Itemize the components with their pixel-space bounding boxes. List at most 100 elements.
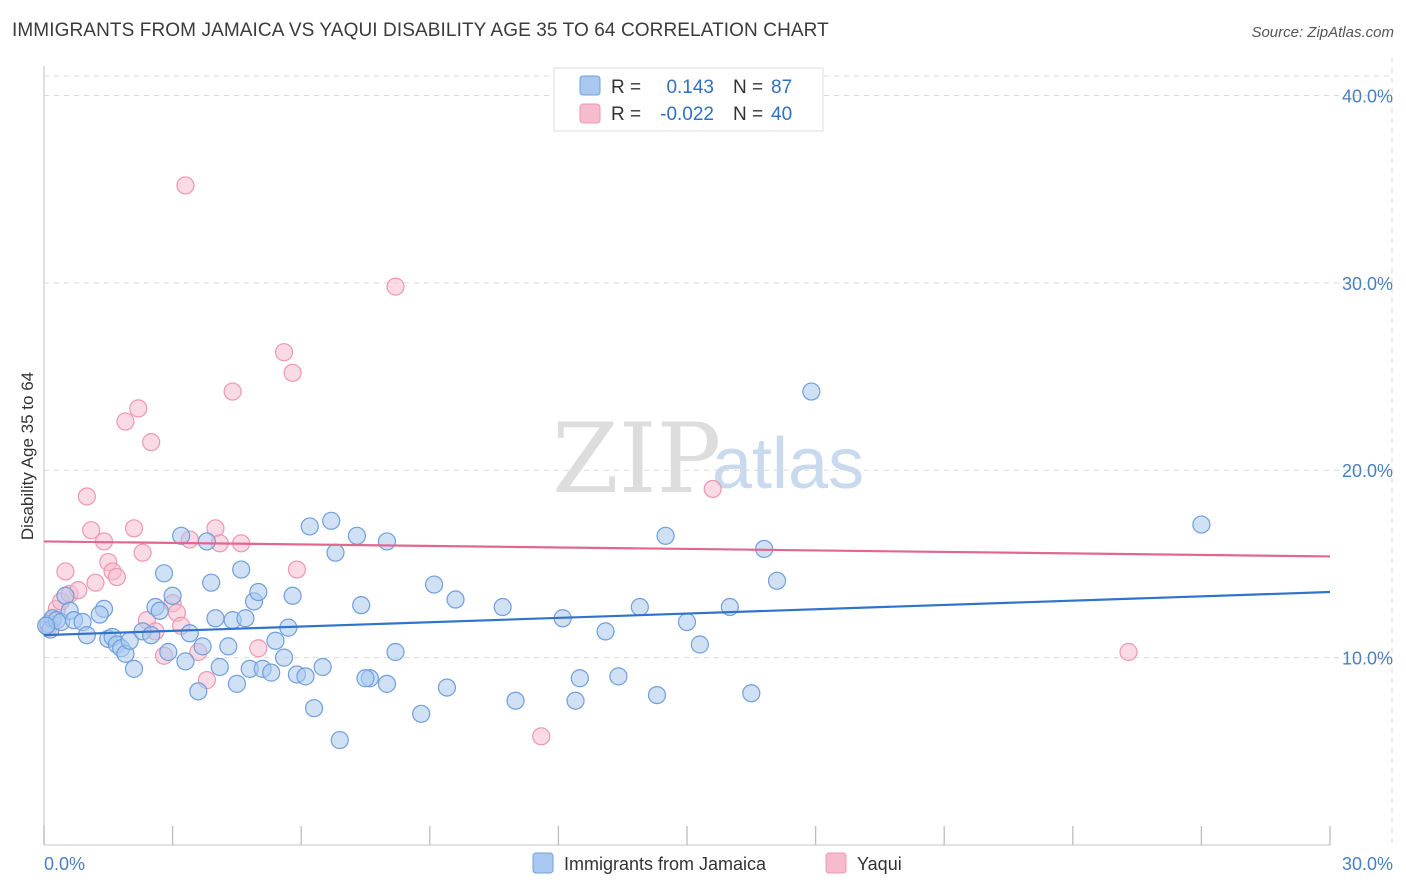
yaqui-point — [274, 343, 294, 362]
y-tick-label: 10.0% — [1342, 649, 1393, 669]
jamaica-point — [347, 526, 367, 545]
jamaica-point — [274, 648, 294, 667]
series-legend-label-jamaica: Immigrants from Jamaica — [564, 854, 767, 874]
legend-n-value-jamaica: 87 — [771, 77, 792, 98]
jamaica-point — [154, 564, 174, 583]
jamaica-point — [197, 532, 216, 551]
jamaica-point — [566, 691, 585, 710]
grid-lines — [44, 58, 1393, 845]
yaqui-trend-line — [43, 540, 1331, 558]
jamaica-point — [193, 637, 212, 656]
jamaica-point — [262, 663, 281, 682]
jamaica-point — [296, 667, 315, 686]
y-tick-label: 40.0% — [1342, 86, 1393, 106]
jamaica-point — [767, 571, 787, 590]
legend-n-value-yaqui: 40 — [771, 104, 792, 125]
x-tick-label: 30.0% — [1342, 854, 1393, 874]
jamaica-point — [609, 667, 628, 686]
y-tick-label: 20.0% — [1342, 461, 1393, 481]
jamaica-point — [206, 609, 225, 628]
jamaica-point — [176, 652, 195, 671]
legend-r-value-jamaica: 0.143 — [666, 77, 714, 98]
axes — [43, 66, 1331, 846]
series-legend-label-yaqui: Yaqui — [857, 854, 902, 874]
jamaica-point — [656, 526, 675, 545]
jamaica-point — [424, 575, 444, 594]
jamaica-point — [1192, 515, 1211, 534]
legend-r-label-jamaica: R = — [611, 77, 641, 98]
jamaica-point — [570, 669, 589, 688]
jamaica-point — [150, 601, 169, 620]
series-legend-swatch-yaqui — [825, 852, 847, 874]
yaqui-point — [287, 560, 307, 579]
y-tick-label: 30.0% — [1342, 274, 1393, 294]
chart-title: IMMIGRANTS FROM JAMAICA VS YAQUI DISABIL… — [12, 20, 829, 41]
jamaica-point — [236, 609, 255, 628]
yaqui-point — [283, 363, 302, 382]
jamaica-point — [37, 616, 56, 635]
jamaica-point — [677, 612, 697, 632]
jamaica-point — [326, 543, 345, 562]
jamaica-point — [506, 691, 525, 710]
jamaica-point — [249, 582, 268, 602]
yaqui-point — [176, 176, 195, 195]
yaqui-point — [249, 639, 268, 658]
jamaica-points — [37, 382, 1211, 750]
jamaica-point — [352, 596, 371, 615]
y-tick-labels: 10.0% 20.0% 30.0% 40.0% — [1342, 86, 1393, 668]
jamaica-point — [210, 657, 229, 677]
jamaica-point — [356, 669, 375, 688]
jamaica-point — [446, 590, 465, 609]
y-axis-label: Disability Age 35 to 64 — [18, 372, 37, 540]
yaqui-point — [386, 277, 405, 296]
jamaica-point — [330, 730, 349, 750]
yaqui-point — [129, 399, 148, 418]
jamaica-point — [90, 605, 109, 624]
jamaica-point — [227, 674, 246, 693]
jamaica-point — [630, 597, 649, 617]
jamaica-point — [172, 526, 191, 545]
trend-lines — [43, 540, 1331, 637]
jamaica-point — [377, 674, 397, 693]
jamaica-point — [304, 699, 324, 718]
series-legend: Immigrants from Jamaica Yaqui — [532, 852, 902, 874]
jamaica-point — [163, 586, 182, 605]
watermark-atlas: atlas — [712, 424, 864, 504]
yaqui-point — [107, 567, 126, 587]
jamaica-point — [300, 517, 319, 536]
legend-swatch-yaqui — [579, 103, 601, 124]
stats-legend: R = 0.143 N = 87 R = -0.022 N = 40 — [553, 67, 824, 132]
x-tick-label: 0.0% — [44, 854, 85, 874]
yaqui-point — [82, 521, 101, 540]
jamaica-point — [159, 642, 178, 662]
legend-r-label-yaqui: R = — [611, 104, 641, 125]
watermark-zip: ZIP — [552, 403, 721, 515]
jamaica-point — [647, 685, 667, 705]
legend-swatch-jamaica — [579, 75, 601, 96]
jamaica-point — [232, 560, 251, 579]
jamaica-point — [283, 586, 302, 605]
yaqui-point — [77, 487, 96, 506]
jamaica-point — [313, 657, 332, 677]
x-tick-labels: 0.0% 30.0% — [44, 854, 1393, 874]
jamaica-trend-line — [43, 590, 1331, 637]
jamaica-point — [77, 626, 96, 645]
yaqui-point — [116, 412, 135, 431]
jamaica-point — [202, 573, 221, 592]
yaqui-point — [532, 727, 551, 746]
jamaica-point — [189, 682, 208, 701]
source-credit: Source: ZipAtlas.com — [1251, 24, 1394, 41]
legend-r-value-yaqui: -0.022 — [660, 104, 714, 125]
yaqui-points — [39, 176, 1138, 746]
yaqui-point — [56, 562, 75, 581]
jamaica-point — [493, 597, 512, 617]
jamaica-point — [802, 382, 821, 401]
jamaica-point — [437, 678, 457, 697]
legend-n-label-yaqui: N = — [733, 104, 763, 125]
jamaica-point — [742, 684, 761, 703]
watermark: ZIP atlas — [552, 403, 864, 515]
jamaica-point — [690, 635, 709, 654]
jamaica-point — [386, 642, 405, 662]
jamaica-point — [124, 659, 144, 678]
series-legend-swatch-jamaica — [532, 852, 554, 874]
